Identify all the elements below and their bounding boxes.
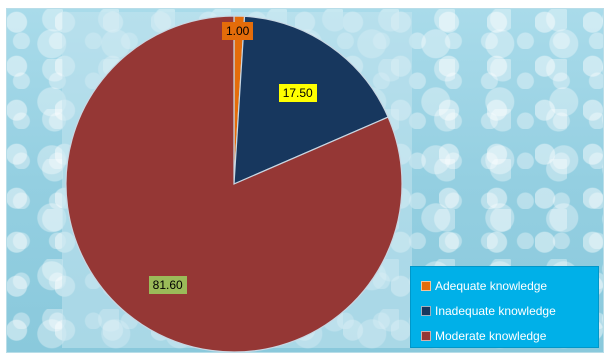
data-label-adequate: 1.00 [222, 22, 254, 40]
legend-label-adequate: Adequate knowledge [435, 278, 548, 293]
data-label-inadequate: 17.50 [278, 84, 317, 103]
legend-entry-adequate: Adequate knowledge [421, 273, 598, 298]
legend-label-moderate: Moderate knowledge [435, 328, 547, 343]
data-label-moderate: 81.60 [148, 276, 187, 295]
legend: Adequate knowledge Inadequate knowledge … [410, 266, 599, 348]
legend-entry-moderate: Moderate knowledge [421, 323, 598, 348]
legend-swatch-moderate [421, 330, 431, 341]
legend-swatch-adequate [421, 280, 431, 291]
legend-label-inadequate: Inadequate knowledge [435, 303, 556, 318]
legend-entry-inadequate: Inadequate knowledge [421, 298, 598, 323]
pie-slice-moderate [65, 15, 403, 353]
legend-swatch-inadequate [421, 305, 431, 316]
